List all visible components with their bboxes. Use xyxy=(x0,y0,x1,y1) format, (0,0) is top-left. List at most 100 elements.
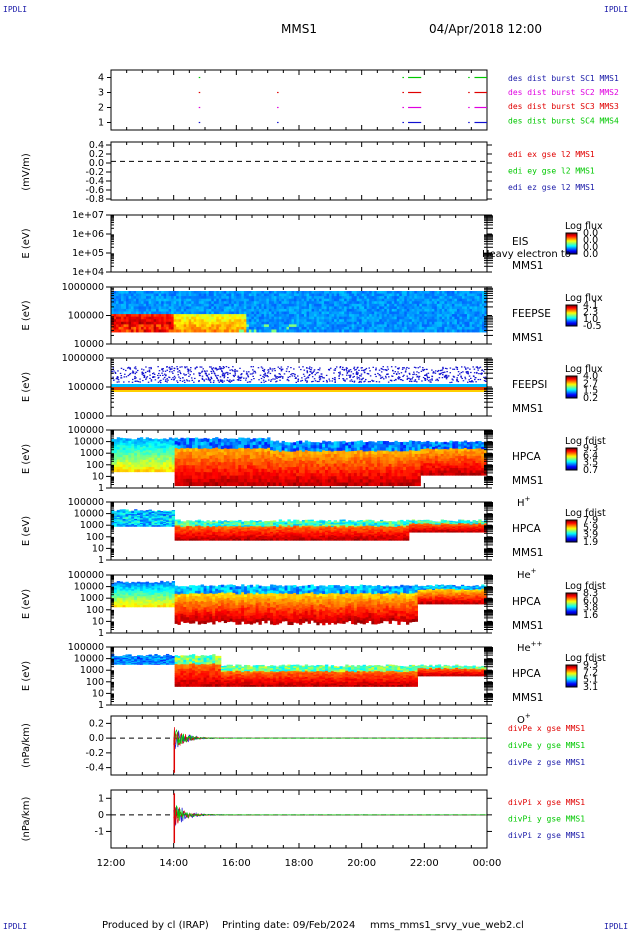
spectrogram-cell xyxy=(253,303,257,307)
spectrogram-cell xyxy=(206,301,210,305)
spectrogram-cell xyxy=(299,293,302,297)
spectrogram-cell xyxy=(231,308,235,312)
spectrogram-cell xyxy=(286,314,290,318)
spectrogram-cell xyxy=(181,306,185,310)
spectrogram-cell xyxy=(213,311,217,315)
spectrogram-cell xyxy=(341,329,345,333)
spectrogram-cell xyxy=(201,311,205,315)
spectrogram-cell xyxy=(191,461,196,466)
spectrogram-cell xyxy=(376,311,380,315)
spectrogram-cell xyxy=(449,301,453,305)
spectrogram-cell xyxy=(344,296,348,300)
spectrogram-cell xyxy=(286,324,290,328)
spectrogram-cell xyxy=(376,308,380,312)
spectrogram-cell xyxy=(148,303,152,307)
spectrogram-cell xyxy=(123,291,127,294)
spectrogram-cell xyxy=(267,440,271,445)
sparse-count xyxy=(131,381,134,383)
spectrogram-cell xyxy=(484,301,488,305)
sparse-count xyxy=(473,368,476,370)
colorbar-swatch xyxy=(566,238,577,240)
spectrogram-cell xyxy=(441,329,445,333)
sparse-count xyxy=(392,369,394,372)
spectrogram-cell xyxy=(484,326,488,330)
spectrogram-cell xyxy=(121,326,124,330)
spectrogram-cell xyxy=(211,303,215,307)
spectrogram-cell xyxy=(256,301,260,305)
spectrogram-cell xyxy=(359,301,363,305)
spectrogram-cell xyxy=(203,444,207,449)
sparse-count xyxy=(472,381,474,383)
spectrogram-cell xyxy=(200,475,204,480)
spectrogram-cell xyxy=(228,306,232,310)
spectrogram-cell xyxy=(221,311,225,315)
spectrogram-cell xyxy=(399,298,403,302)
spectrogram-cell xyxy=(213,314,217,318)
spectrogram-cell xyxy=(181,326,185,330)
sparse-count xyxy=(270,368,272,370)
spectrogram-cell xyxy=(286,311,290,315)
spectrogram-cell xyxy=(299,291,302,294)
spectrogram-cell xyxy=(414,296,418,300)
colorbar-swatch xyxy=(566,247,577,250)
sparse-count xyxy=(181,366,183,368)
spectrogram-cell xyxy=(384,329,388,333)
spectrogram-cell xyxy=(263,298,267,302)
sparse-count xyxy=(278,376,280,379)
sparse-count xyxy=(214,368,217,370)
spectrogram-cell xyxy=(421,293,425,297)
spectrogram-cell xyxy=(186,314,190,318)
spectrogram-cell xyxy=(243,303,247,307)
spectrogram-cell xyxy=(366,308,370,312)
spectrogram-cell xyxy=(429,303,433,307)
spectrogram-cell xyxy=(111,306,114,310)
spectrogram-cell xyxy=(299,308,302,312)
spectrogram-cell xyxy=(379,319,383,323)
spectrogram-cell xyxy=(206,329,210,333)
spectrogram-cell xyxy=(218,303,222,307)
colorbar-tick-label: 0.0 xyxy=(583,228,598,239)
spectrogram-cell xyxy=(281,472,285,477)
spectrogram-cell xyxy=(276,316,280,320)
spectrogram-cell xyxy=(434,319,438,323)
spectrogram-cell xyxy=(283,324,287,328)
spectrogram-cell xyxy=(296,316,300,320)
spectrogram-cell xyxy=(121,298,124,302)
sparse-count xyxy=(346,371,349,373)
spectrogram-cell xyxy=(314,308,317,312)
spectrogram-cell xyxy=(296,308,300,312)
spectrogram-cell xyxy=(369,301,373,305)
spectrogram-cell xyxy=(389,298,393,302)
spectrogram-cell xyxy=(139,469,144,473)
spectrogram-cell xyxy=(329,306,332,310)
sparse-count xyxy=(111,370,113,372)
spectrogram-cell xyxy=(359,293,363,297)
sparse-count xyxy=(281,368,284,370)
sparse-count xyxy=(391,375,394,377)
spectrogram-cell xyxy=(153,316,157,320)
spectrogram-cell xyxy=(401,301,405,305)
sparse-count xyxy=(177,371,179,373)
spectrogram-cell xyxy=(293,316,297,320)
spectrogram-cell xyxy=(374,329,378,333)
spectrogram-cell xyxy=(118,291,122,294)
spectrogram-cell xyxy=(160,441,164,444)
spectrogram-cell xyxy=(454,321,458,325)
sparse-count xyxy=(217,374,219,377)
sparse-count xyxy=(290,373,292,376)
spectrogram-cell xyxy=(133,308,137,312)
spectrogram-cell xyxy=(200,472,204,476)
spectrogram-cell xyxy=(143,326,147,330)
spectrogram-cell xyxy=(263,316,267,320)
spectrogram-cell xyxy=(389,291,393,294)
spectrogram-cell xyxy=(244,482,248,487)
spectrogram-cell xyxy=(281,476,285,480)
spectrogram-cell xyxy=(131,296,134,300)
spectrogram-cell xyxy=(334,301,337,305)
sparse-count xyxy=(362,370,365,372)
spectrogram-cell xyxy=(261,311,265,315)
sparse-count xyxy=(227,377,229,379)
spectrogram-cell xyxy=(180,448,184,452)
spectrogram-cell xyxy=(476,303,480,307)
y-axis-label: E (eV) xyxy=(21,300,32,330)
